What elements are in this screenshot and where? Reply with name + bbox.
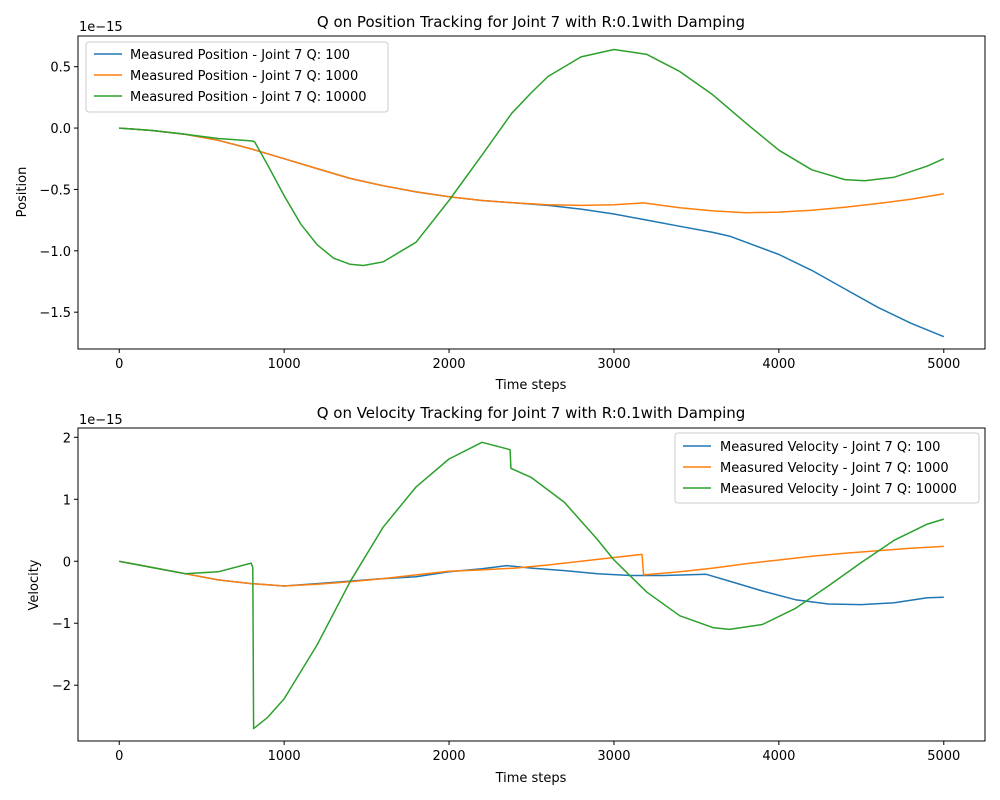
position-x-ticks: 0 1000 2000 3000 4000 5000 <box>115 349 960 372</box>
position-x-tick-label: 2000 <box>432 357 465 372</box>
position-legend-label-q100: Measured Position - Joint 7 Q: 100 <box>130 48 350 63</box>
velocity-y-tick-label: 1 <box>63 493 71 508</box>
position-chart-title: Q on Position Tracking for Joint 7 with … <box>317 13 745 31</box>
velocity-x-tick-label: 2000 <box>432 749 465 764</box>
velocity-chart-title: Q on Velocity Tracking for Joint 7 with … <box>317 404 746 422</box>
velocity-legend: Measured Velocity - Joint 7 Q: 100 Measu… <box>674 432 980 504</box>
velocity-series-line-q10000 <box>119 441 945 730</box>
position-chart: Q on Position Tracking for Joint 7 with … <box>15 13 986 393</box>
velocity-y-offset-label: 1e−15 <box>79 413 123 428</box>
velocity-legend-label-q10000: Measured Velocity - Joint 7 Q: 10000 <box>720 482 957 497</box>
velocity-legend-box <box>674 432 980 504</box>
velocity-x-tick-label: 1000 <box>268 749 301 764</box>
velocity-legend-label-q100: Measured Velocity - Joint 7 Q: 100 <box>720 440 940 455</box>
velocity-y-tick-label: −2 <box>52 679 71 694</box>
position-x-tick-label: 5000 <box>927 357 960 372</box>
position-series-line-q100 <box>119 127 945 338</box>
velocity-y-tick-label: 0 <box>63 555 71 570</box>
position-series-lines <box>119 48 945 338</box>
velocity-series-lines <box>119 441 945 730</box>
position-y-tick-label: 0.0 <box>50 122 71 137</box>
velocity-legend-label-q1000: Measured Velocity - Joint 7 Q: 1000 <box>720 461 949 476</box>
velocity-x-axis-label: Time steps <box>495 771 567 786</box>
position-y-tick-label: −1.0 <box>39 245 71 260</box>
position-y-ticks: −1.5 −1.0 −0.5 0.0 0.5 <box>39 61 78 321</box>
position-x-tick-label: 0 <box>115 357 123 372</box>
velocity-y-tick-label: 2 <box>63 431 71 446</box>
velocity-x-ticks: 0 1000 2000 3000 4000 5000 <box>115 741 960 764</box>
position-x-tick-label: 4000 <box>762 357 795 372</box>
position-y-axis-label: Position <box>15 167 30 218</box>
velocity-y-ticks: −2 −1 0 1 2 <box>52 431 78 694</box>
position-x-tick-label: 3000 <box>597 357 630 372</box>
velocity-x-tick-label: 5000 <box>927 749 960 764</box>
velocity-series-line-q1000 <box>119 545 944 587</box>
position-legend-box <box>85 41 389 113</box>
position-x-axis-label: Time steps <box>495 378 567 393</box>
velocity-chart: Q on Velocity Tracking for Joint 7 with … <box>27 404 986 786</box>
position-series-line-q10000 <box>119 48 945 267</box>
velocity-y-tick-label: −1 <box>52 617 71 632</box>
velocity-x-tick-label: 0 <box>115 749 123 764</box>
velocity-y-axis-label: Velocity <box>27 559 42 610</box>
position-plot-area <box>77 35 986 350</box>
position-x-tick-label: 1000 <box>268 357 301 372</box>
velocity-plot-area <box>77 427 986 742</box>
position-y-tick-label: −1.5 <box>39 306 71 321</box>
velocity-x-tick-label: 4000 <box>762 749 795 764</box>
position-y-tick-label: −0.5 <box>39 183 71 198</box>
position-legend: Measured Position - Joint 7 Q: 100 Measu… <box>85 41 389 113</box>
position-legend-label-q10000: Measured Position - Joint 7 Q: 10000 <box>130 90 367 105</box>
position-y-offset-label: 1e−15 <box>79 20 123 35</box>
velocity-x-tick-label: 3000 <box>597 749 630 764</box>
position-y-tick-label: 0.5 <box>50 61 71 76</box>
position-series-line-q1000 <box>119 127 944 214</box>
position-legend-label-q1000: Measured Position - Joint 7 Q: 1000 <box>130 69 358 84</box>
